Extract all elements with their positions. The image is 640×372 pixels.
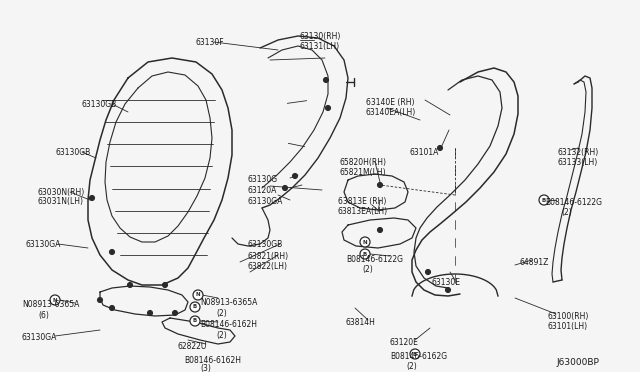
Circle shape xyxy=(173,311,177,315)
Circle shape xyxy=(97,298,102,302)
Text: 63130E: 63130E xyxy=(432,278,461,287)
Circle shape xyxy=(360,237,370,247)
Text: (2): (2) xyxy=(561,208,572,217)
Text: B08146-6162G: B08146-6162G xyxy=(390,352,447,361)
Circle shape xyxy=(360,249,370,259)
Circle shape xyxy=(193,290,203,300)
Circle shape xyxy=(127,282,132,288)
Text: 63133(LH): 63133(LH) xyxy=(558,158,598,167)
Text: 63131(LH): 63131(LH) xyxy=(300,42,340,51)
Circle shape xyxy=(292,173,298,179)
Text: 65820H(RH): 65820H(RH) xyxy=(340,158,387,167)
Text: 63130G: 63130G xyxy=(248,175,278,184)
Text: 63140E (RH): 63140E (RH) xyxy=(366,98,415,107)
Text: 63822(LH): 63822(LH) xyxy=(248,262,288,271)
Circle shape xyxy=(109,250,115,254)
Text: 63132(RH): 63132(RH) xyxy=(558,148,599,157)
Text: J63000BP: J63000BP xyxy=(556,358,599,367)
Circle shape xyxy=(378,228,383,232)
Circle shape xyxy=(282,186,287,190)
Circle shape xyxy=(109,305,115,311)
Text: 63130GB: 63130GB xyxy=(248,240,284,249)
Circle shape xyxy=(378,183,383,187)
Text: B: B xyxy=(193,318,197,324)
Text: 63140EA(LH): 63140EA(LH) xyxy=(366,108,416,117)
Circle shape xyxy=(445,288,451,292)
Text: 63813EA(LH): 63813EA(LH) xyxy=(338,207,388,216)
Text: N: N xyxy=(363,240,367,244)
Text: 63130(RH): 63130(RH) xyxy=(300,32,341,41)
Circle shape xyxy=(147,311,152,315)
Text: B: B xyxy=(542,198,546,202)
Text: B08146-6162H: B08146-6162H xyxy=(200,320,257,329)
Text: 63120A: 63120A xyxy=(248,186,277,195)
Text: (3): (3) xyxy=(200,364,211,372)
Circle shape xyxy=(50,295,60,305)
Text: 63813E (RH): 63813E (RH) xyxy=(338,197,387,206)
Text: 62822U: 62822U xyxy=(178,342,207,351)
Text: 64891Z: 64891Z xyxy=(520,258,549,267)
Text: 63101(LH): 63101(LH) xyxy=(548,322,588,331)
Text: B: B xyxy=(193,305,197,310)
Circle shape xyxy=(190,302,200,312)
Text: 63030N(RH): 63030N(RH) xyxy=(38,188,85,197)
Circle shape xyxy=(539,195,549,205)
Text: B: B xyxy=(363,251,367,257)
Text: B: B xyxy=(413,352,417,356)
Circle shape xyxy=(163,282,168,288)
Circle shape xyxy=(326,106,330,110)
Text: 63130F: 63130F xyxy=(195,38,223,47)
Circle shape xyxy=(426,269,431,275)
Text: 63120E: 63120E xyxy=(390,338,419,347)
Text: 63130GB: 63130GB xyxy=(55,148,90,157)
Text: B08146-6122G: B08146-6122G xyxy=(545,198,602,207)
Text: N: N xyxy=(196,292,200,298)
Circle shape xyxy=(323,77,328,83)
Text: (2): (2) xyxy=(362,265,372,274)
Text: 65821M(LH): 65821M(LH) xyxy=(340,168,387,177)
Text: (2): (2) xyxy=(216,309,227,318)
Text: N08913-6365A: N08913-6365A xyxy=(22,300,79,309)
Text: (2): (2) xyxy=(216,331,227,340)
Circle shape xyxy=(90,196,95,201)
Text: 63821(RH): 63821(RH) xyxy=(248,252,289,261)
Text: N08913-6365A: N08913-6365A xyxy=(200,298,257,307)
Text: B08146-6122G: B08146-6122G xyxy=(346,255,403,264)
Text: (6): (6) xyxy=(38,311,49,320)
Text: N: N xyxy=(52,298,58,302)
Text: 63101A: 63101A xyxy=(410,148,440,157)
Circle shape xyxy=(410,349,420,359)
Circle shape xyxy=(190,316,200,326)
Text: 63130GA: 63130GA xyxy=(22,333,58,342)
Text: 63100(RH): 63100(RH) xyxy=(548,312,589,321)
Text: 63130GA: 63130GA xyxy=(25,240,60,249)
Text: B08146-6162H: B08146-6162H xyxy=(184,356,241,365)
Text: 63814H: 63814H xyxy=(345,318,375,327)
Circle shape xyxy=(438,145,442,151)
Text: (2): (2) xyxy=(406,362,417,371)
Text: 63130GA: 63130GA xyxy=(248,197,284,206)
Text: 63130GB: 63130GB xyxy=(82,100,117,109)
Text: 63031N(LH): 63031N(LH) xyxy=(38,197,84,206)
